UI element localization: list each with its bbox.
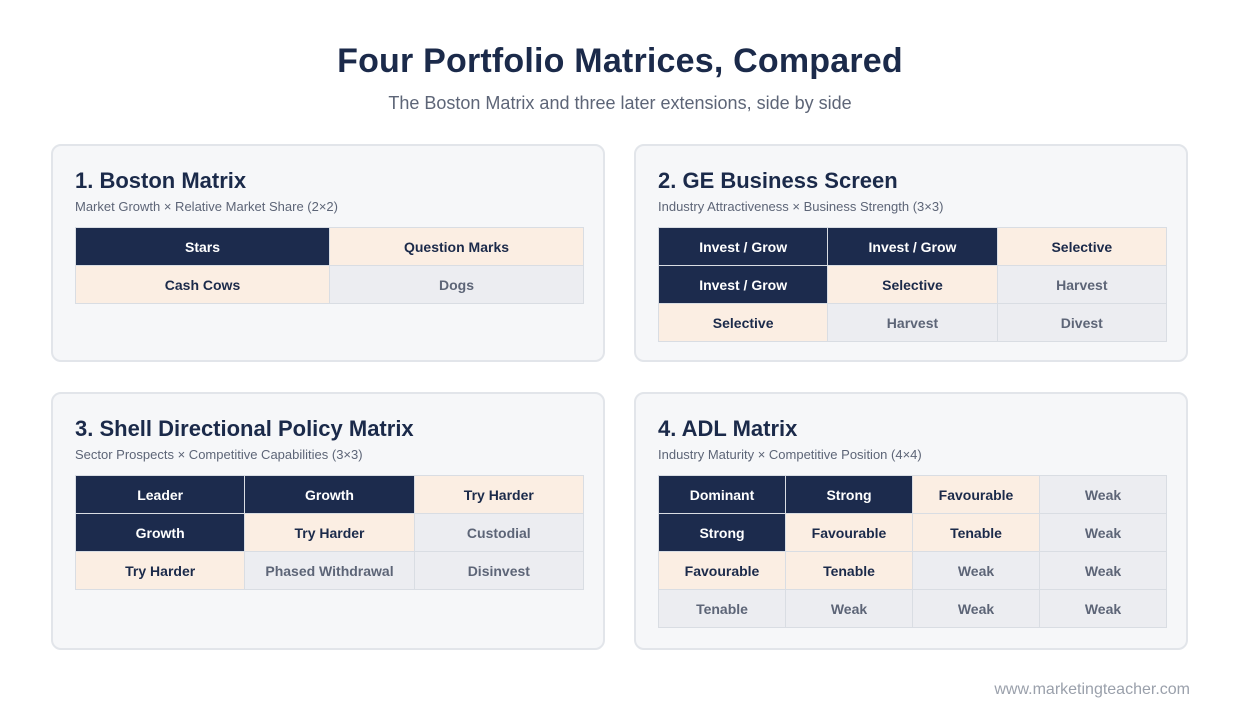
matrix-subtitle: Industry Attractiveness × Business Stren… — [658, 199, 944, 214]
page-subtitle: The Boston Matrix and three later extens… — [388, 93, 852, 113]
matrix-cell: Weak — [786, 590, 912, 627]
matrix-title: 3. Shell Directional Policy Matrix — [75, 416, 414, 441]
matrix-cell: Dominant — [659, 476, 785, 513]
matrix-cell: Invest / Grow — [828, 228, 997, 265]
matrix-cell: Weak — [1040, 590, 1166, 627]
matrix-cell: Selective — [997, 228, 1166, 265]
matrix-cell: Cash Cows — [76, 266, 329, 303]
matrix-cell: Favourable — [913, 476, 1039, 513]
matrix-cell: Tenable — [659, 590, 785, 627]
matrix-cell: Question Marks — [330, 228, 583, 265]
matrix-cell: Dogs — [330, 266, 583, 303]
matrix-cell: Custodial — [414, 514, 583, 551]
matrix-cell: Try Harder — [414, 476, 583, 513]
matrix-cell: Favourable — [659, 552, 785, 589]
matrix-cell: Harvest — [997, 266, 1166, 303]
matrix-cell: Try Harder — [76, 552, 245, 589]
matrix-cell: Disinvest — [414, 552, 583, 589]
matrix-cell: Selective — [828, 266, 997, 303]
matrix-card-ge: 2. GE Business Screen Industry Attractiv… — [634, 144, 1188, 362]
matrix-cell: Tenable — [786, 552, 912, 589]
footer-url: www.marketingteacher.com — [994, 681, 1190, 698]
matrix-cell: Try Harder — [245, 514, 414, 551]
matrix-cell: Weak — [913, 552, 1039, 589]
matrix-title: 4. ADL Matrix — [658, 416, 798, 441]
matrix-cell: Weak — [913, 590, 1039, 627]
matrix-cell: Divest — [997, 304, 1166, 341]
matrix-card-boston: 1. Boston Matrix Market Growth × Relativ… — [51, 144, 605, 362]
matrix-cell: Strong — [786, 476, 912, 513]
matrix-grid: Invest / Grow Invest / Grow Selective Inves… — [658, 227, 1167, 342]
matrix-cell: Tenable — [913, 514, 1039, 551]
matrix-card-adl: 4. ADL Matrix Industry Maturity × Compet… — [634, 392, 1188, 650]
matrix-cell: Selective — [659, 304, 828, 341]
matrix-card-shell: 3. Shell Directional Policy Matrix Secto… — [51, 392, 605, 650]
matrix-cell: Harvest — [828, 304, 997, 341]
matrix-subtitle: Sector Prospects × Competitive Capabilit… — [75, 447, 363, 462]
matrix-title: 1. Boston Matrix — [75, 168, 247, 193]
matrix-cell: Strong — [659, 514, 785, 551]
matrix-cell: Favourable — [786, 514, 912, 551]
matrix-cell: Weak — [1040, 552, 1166, 589]
matrix-cell: Invest / Grow — [659, 266, 828, 303]
page-title: Four Portfolio Matrices, Compared — [337, 42, 903, 80]
matrix-grid: Leader Growth Try Harder Growth Try Harder Cu… — [75, 475, 584, 590]
matrix-title: 2. GE Business Screen — [658, 168, 898, 193]
matrix-cell: Leader — [76, 476, 245, 513]
matrix-grid: Dominant Strong Favourable Weak Strong Favour… — [658, 475, 1167, 628]
matrix-cell: Phased Withdrawal — [245, 552, 414, 589]
matrix-cell: Stars — [76, 228, 329, 265]
matrix-cell: Weak — [1040, 476, 1166, 513]
matrix-cell: Growth — [245, 476, 414, 513]
matrix-subtitle: Industry Maturity × Competitive Position… — [658, 447, 922, 462]
matrix-cell: Weak — [1040, 514, 1166, 551]
matrix-cell: Invest / Grow — [659, 228, 828, 265]
matrix-cell: Growth — [76, 514, 245, 551]
matrix-subtitle: Market Growth × Relative Market Share (2… — [75, 199, 338, 214]
matrix-grid: Stars Question Marks Cash Cows Dogs — [75, 227, 584, 304]
